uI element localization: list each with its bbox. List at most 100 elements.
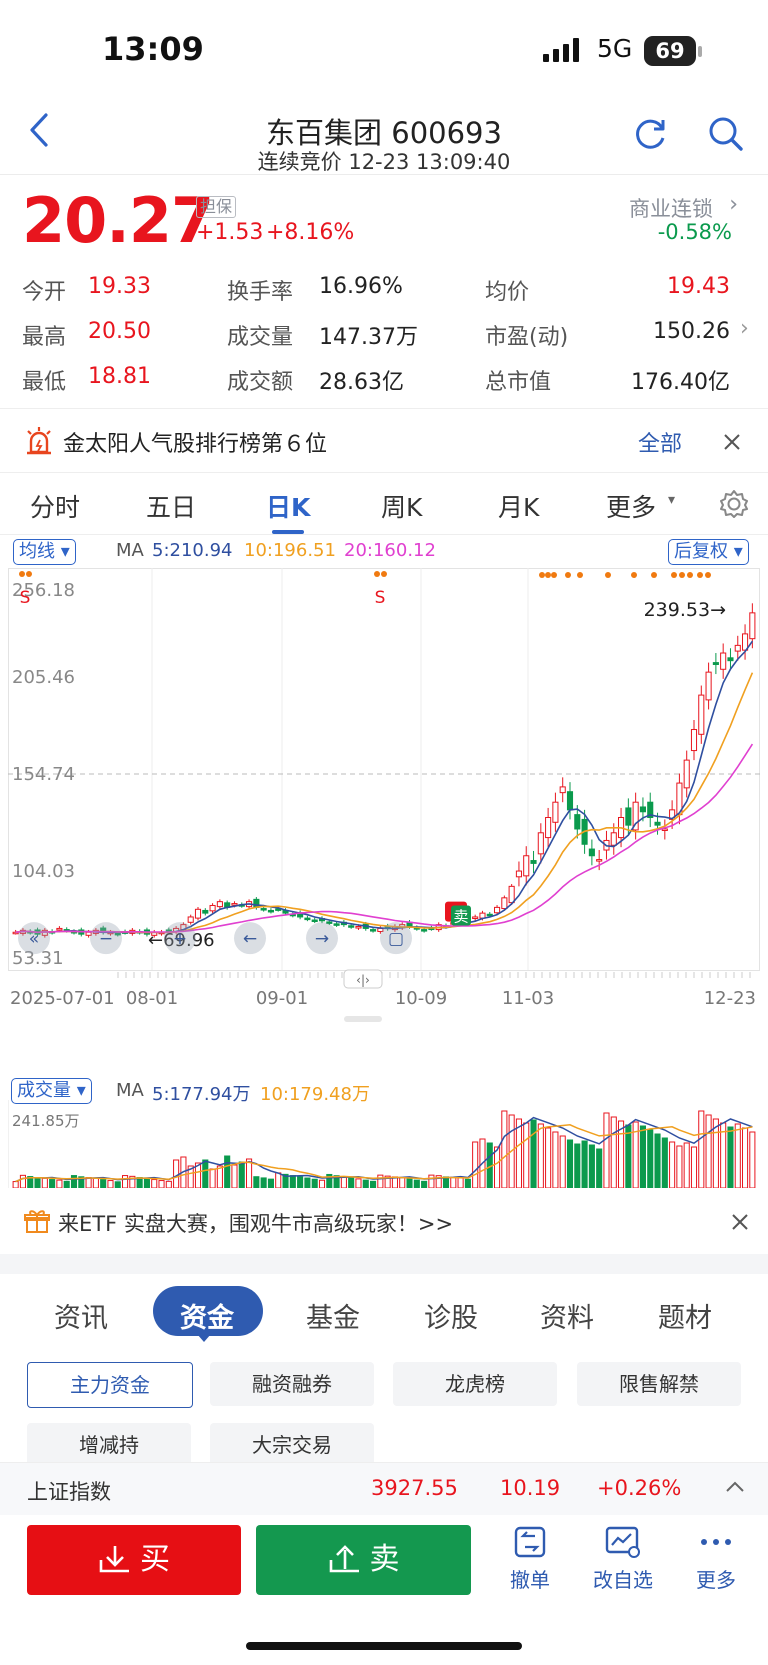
x-tick-label: 11-03 <box>502 988 554 1009</box>
volume-bar <box>559 1135 566 1188</box>
chart-control-button[interactable] <box>306 922 338 955</box>
index-change: 10.19 <box>500 1476 561 1500</box>
volume-bar <box>282 1173 289 1188</box>
notice-bar[interactable]: 金太阳人气股排行榜第６位 全部 <box>0 410 768 472</box>
volume-ma10: 10:179.48万 <box>260 1084 370 1105</box>
candle-body <box>588 848 595 857</box>
volume-chart[interactable] <box>8 1100 760 1188</box>
edit-watchlist-label: 改自选 <box>593 1568 653 1592</box>
volume-bar <box>114 1181 121 1188</box>
sell-arrow-icon <box>329 1545 359 1573</box>
tab-info[interactable]: 资金 <box>180 1303 234 1334</box>
volume-bar <box>231 1164 238 1188</box>
candle-body <box>421 929 428 932</box>
status-bar: 13:09 5G 69 <box>0 0 768 100</box>
tab-info[interactable]: 资料 <box>540 1303 594 1334</box>
chart-control-icon: ▢ <box>388 929 404 949</box>
candle-body <box>632 801 639 831</box>
candle-body <box>370 929 377 932</box>
tab-period[interactable]: 分时 <box>30 493 81 522</box>
resize-handle[interactable] <box>344 1016 382 1022</box>
subtab-button[interactable]: 大宗交易 <box>210 1423 374 1467</box>
cancel-order-button[interactable]: 撤单 <box>495 1525 565 1593</box>
chart-drag-handle[interactable] <box>343 969 383 989</box>
volume-bar <box>377 1174 384 1188</box>
chart-control-button[interactable] <box>234 922 266 955</box>
ma-selector[interactable]: 均线 ▾ <box>13 539 76 565</box>
tab-period[interactable]: 五日 <box>146 493 197 522</box>
chart-control-button[interactable] <box>18 922 50 955</box>
volume-bar <box>428 1174 435 1188</box>
candle-body <box>566 791 574 811</box>
tab-period[interactable]: 周K <box>381 493 423 522</box>
tab-info[interactable]: 基金 <box>306 1303 360 1334</box>
subtab-button[interactable]: 融资融券 <box>210 1362 374 1406</box>
volume-bar <box>632 1121 639 1188</box>
volume-bar <box>603 1112 610 1188</box>
candle-body <box>311 919 318 923</box>
subtab-button[interactable]: 增减持 <box>27 1423 191 1467</box>
more-button[interactable]: 更多 <box>681 1525 751 1593</box>
subtab-button[interactable]: 主力资金 <box>27 1362 193 1408</box>
sell-button[interactable]: 卖 <box>256 1525 471 1595</box>
volume-bar <box>209 1168 216 1188</box>
candle-body <box>749 612 756 640</box>
index-ticker[interactable]: 上证指数 3927.55 10.19 +0.26% <box>0 1462 768 1515</box>
sector-link[interactable]: 商业连锁 <box>629 197 713 221</box>
volume-bar <box>275 1172 282 1188</box>
candle-body <box>530 860 537 864</box>
sell-marker[interactable] <box>451 905 471 926</box>
promo-banner[interactable]: 来ETF 实盘大赛，围观牛市高级玩家！>> <box>0 1190 768 1254</box>
tab-period[interactable]: 月K <box>498 493 540 522</box>
volume-bar <box>683 1142 690 1188</box>
subtab-button[interactable]: 限售解禁 <box>577 1362 741 1406</box>
stat-value: 150.26 <box>653 319 730 344</box>
chart-control-button[interactable] <box>164 922 196 955</box>
signal-dot <box>605 572 611 578</box>
caret-down-icon[interactable]: ▾ <box>668 492 676 508</box>
stat-label: 今开 <box>22 280 67 305</box>
chart-control-button[interactable] <box>90 922 122 955</box>
close-icon[interactable] <box>730 1212 750 1232</box>
candle-body <box>508 885 515 904</box>
chevron-right-icon[interactable]: › <box>740 316 749 341</box>
chevron-right-icon[interactable]: › <box>729 192 738 217</box>
back-icon[interactable] <box>28 112 50 157</box>
adjust-selector[interactable]: 后复权 ▾ <box>668 539 749 565</box>
volume-bar <box>435 1175 442 1188</box>
tab-info[interactable]: 诊股 <box>424 1303 478 1334</box>
candle-body <box>472 916 479 919</box>
notice-all-link[interactable]: 全部 <box>638 432 683 457</box>
stat-value: 19.43 <box>667 274 730 299</box>
buy-button[interactable]: 买 <box>27 1525 241 1595</box>
chevron-up-icon[interactable] <box>725 1480 745 1494</box>
tab-period[interactable]: 日K <box>266 493 311 522</box>
signal-dot <box>697 572 703 578</box>
edit-watchlist-button[interactable]: 改自选 <box>588 1525 658 1593</box>
subtab-button[interactable]: 龙虎榜 <box>393 1362 557 1406</box>
volume-bar <box>304 1177 311 1188</box>
section-gap <box>0 1254 768 1274</box>
tab-info[interactable]: 资讯 <box>54 1303 108 1334</box>
tab-period[interactable]: 更多 <box>606 493 657 522</box>
volume-bar <box>625 1124 632 1188</box>
candle-body <box>501 897 508 910</box>
volume-selector[interactable]: 成交量 ▾ <box>11 1078 92 1104</box>
candle-body <box>304 917 311 921</box>
kline-chart[interactable]: 256.18 205.46 154.74 104.03 53.31 2025-07-01 0… <box>8 568 760 1028</box>
candle-body <box>515 870 522 878</box>
cancel-order-icon <box>514 1526 546 1558</box>
close-icon[interactable] <box>722 432 742 452</box>
signal-dot <box>565 572 571 578</box>
ma-line-ma20 <box>15 743 754 934</box>
volume-bar <box>421 1180 428 1188</box>
search-icon[interactable] <box>708 116 744 152</box>
volume-bar <box>107 1180 114 1188</box>
chart-control-button[interactable] <box>380 922 412 955</box>
signal-dot <box>651 572 657 578</box>
refresh-icon[interactable] <box>632 116 668 152</box>
candle-body <box>209 904 216 912</box>
tab-info[interactable]: 题材 <box>658 1303 712 1334</box>
volume-bar <box>457 1177 464 1188</box>
gear-icon[interactable] <box>718 488 750 520</box>
